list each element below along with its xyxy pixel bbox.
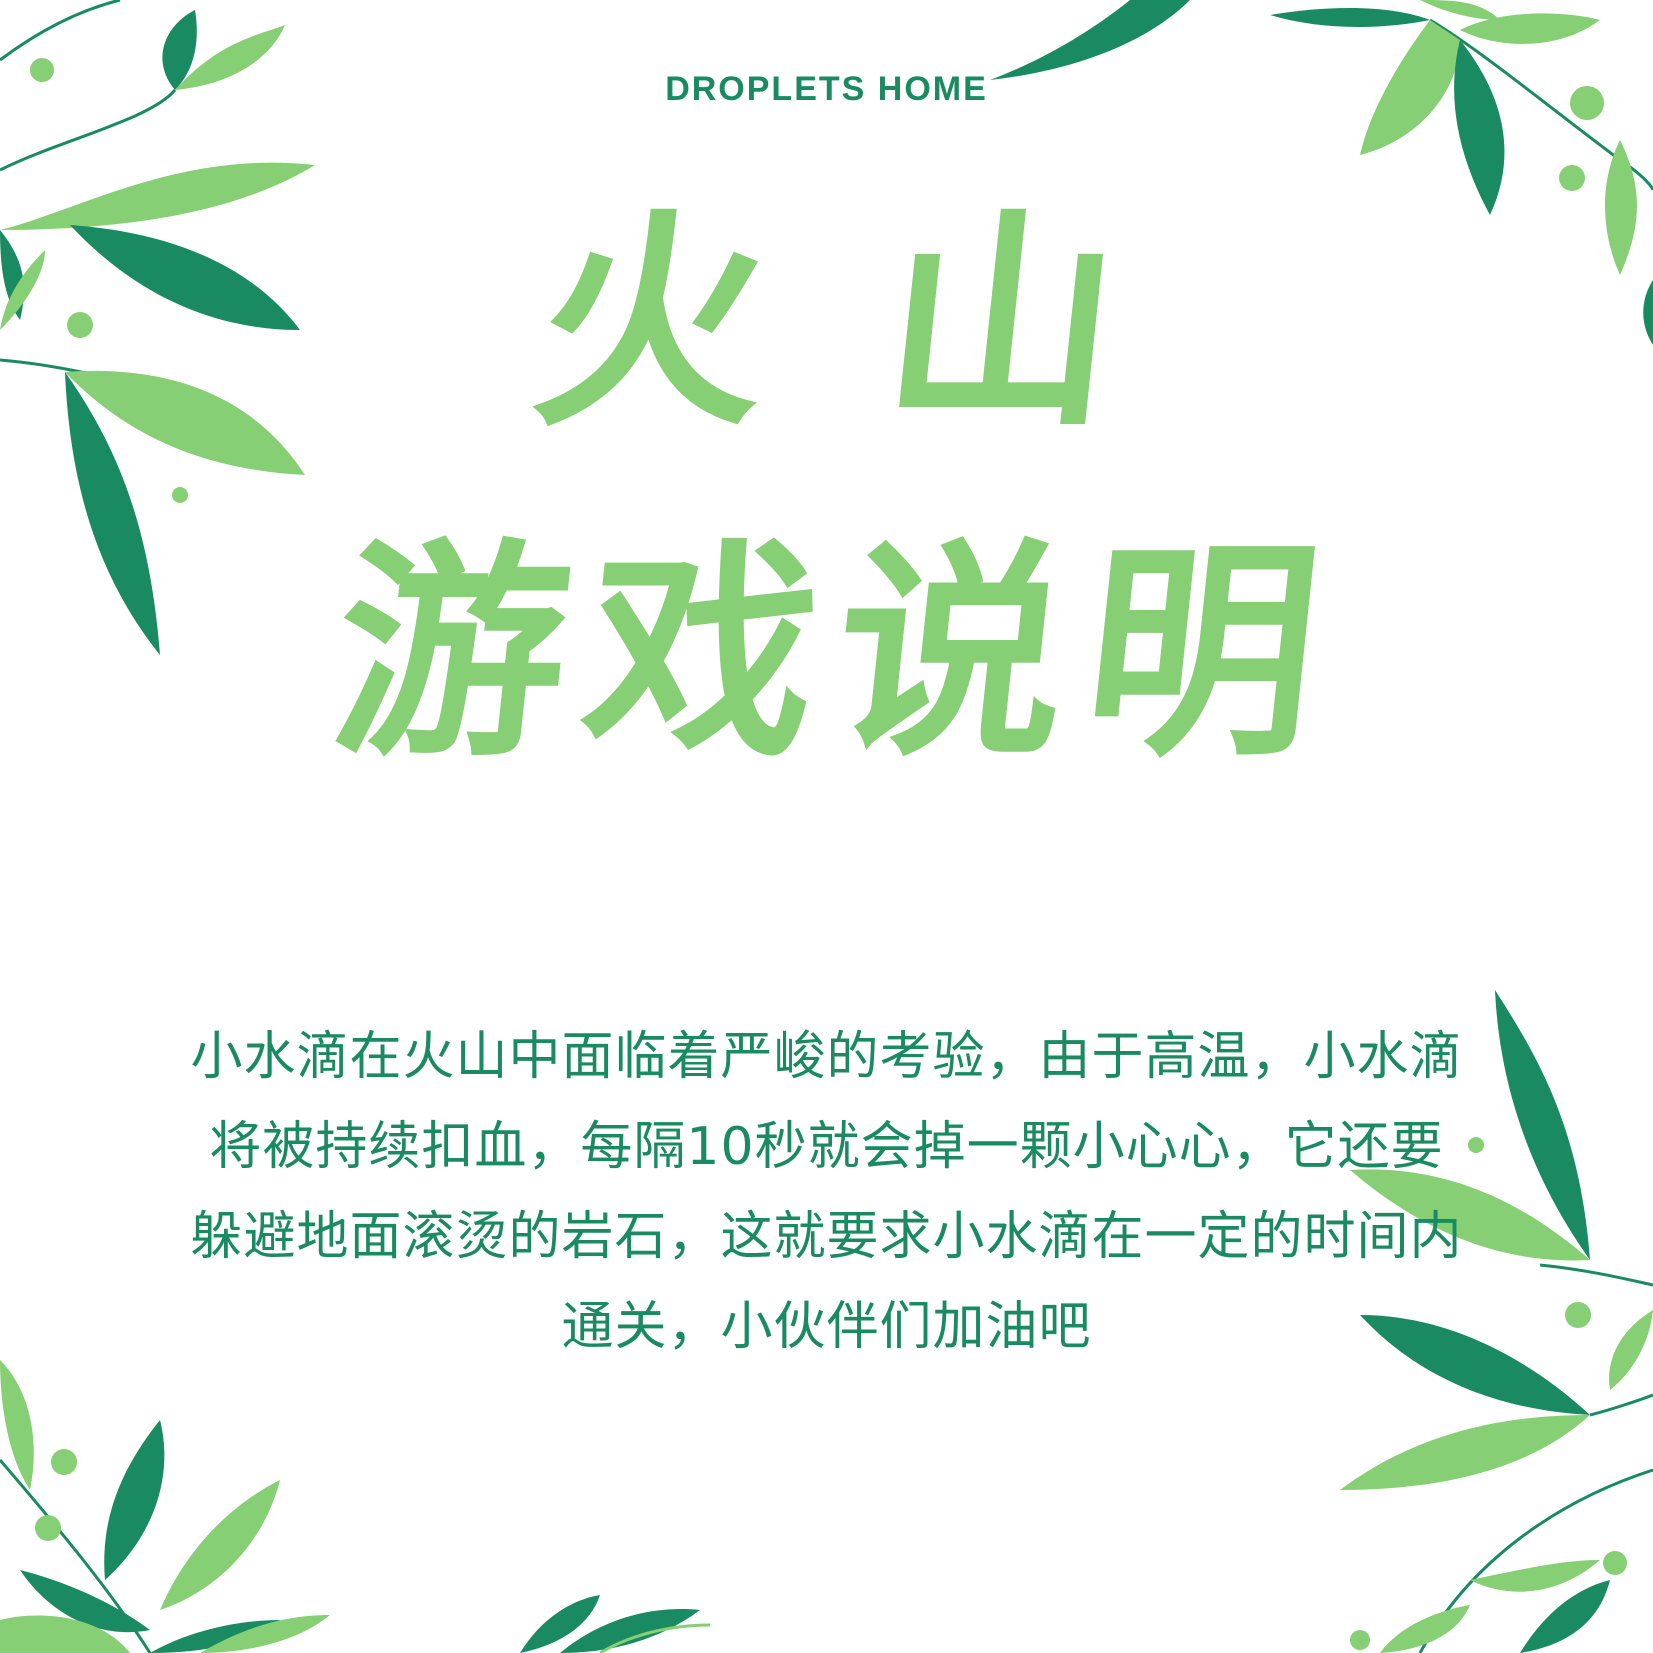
bottom-right-leaves xyxy=(1350,1468,1653,1653)
bottom-center-leaves xyxy=(520,1595,711,1653)
game-description: 小水滴在火山中面临着严峻的考验，由于高温，小水滴将被持续扣血，每隔10秒就会掉一… xyxy=(190,1027,1463,1357)
brand-name: DROPLETS HOME xyxy=(665,70,988,108)
instructions-heading: 游戏说明 xyxy=(322,521,1351,788)
game-title: 火山 xyxy=(522,191,1251,458)
bottom-left-leaves xyxy=(0,1360,330,1653)
